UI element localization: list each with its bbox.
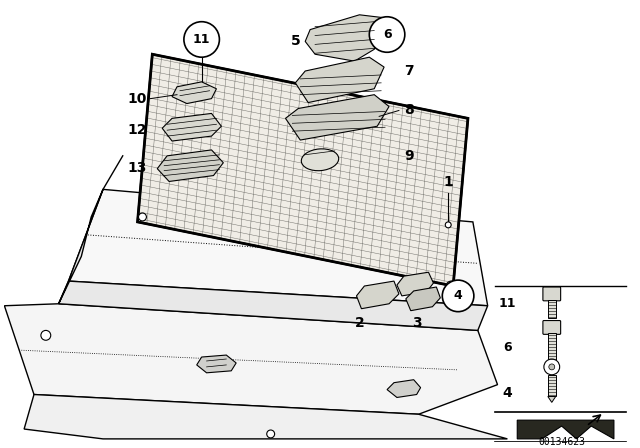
Circle shape (369, 17, 405, 52)
Polygon shape (24, 395, 508, 439)
Polygon shape (356, 281, 399, 309)
Polygon shape (172, 82, 216, 103)
Circle shape (442, 280, 474, 312)
Circle shape (184, 22, 220, 57)
Polygon shape (68, 190, 488, 306)
Text: 8: 8 (404, 103, 413, 117)
Text: 6: 6 (383, 28, 392, 41)
Polygon shape (397, 272, 433, 296)
Text: 4: 4 (502, 386, 512, 400)
Polygon shape (138, 54, 468, 286)
Circle shape (41, 331, 51, 340)
Text: 6: 6 (503, 340, 512, 353)
Text: 9: 9 (404, 149, 413, 163)
Polygon shape (548, 396, 556, 402)
Polygon shape (162, 113, 221, 141)
Text: 5: 5 (291, 34, 300, 48)
Text: 2: 2 (355, 316, 364, 331)
Polygon shape (517, 420, 614, 439)
Circle shape (544, 359, 559, 375)
Polygon shape (196, 355, 236, 373)
Polygon shape (305, 15, 384, 61)
Ellipse shape (301, 149, 339, 171)
FancyBboxPatch shape (543, 287, 561, 301)
Polygon shape (295, 57, 384, 103)
Bar (548, 300, 556, 318)
Circle shape (445, 222, 451, 228)
Circle shape (138, 213, 147, 221)
Text: 4: 4 (454, 289, 463, 302)
Text: 3: 3 (412, 316, 422, 331)
Polygon shape (59, 281, 488, 331)
Polygon shape (4, 304, 497, 414)
FancyBboxPatch shape (543, 320, 561, 334)
Text: 13: 13 (128, 161, 147, 175)
Bar (548, 333, 556, 361)
Polygon shape (406, 287, 440, 310)
Polygon shape (157, 150, 223, 181)
Text: 12: 12 (128, 123, 147, 137)
Polygon shape (285, 95, 389, 140)
Text: 7: 7 (404, 64, 413, 78)
Text: 10: 10 (128, 92, 147, 106)
Circle shape (267, 430, 275, 438)
Text: 11: 11 (193, 33, 211, 46)
Text: 1: 1 (444, 176, 453, 190)
Circle shape (446, 281, 456, 291)
Circle shape (549, 364, 555, 370)
Text: 11: 11 (499, 297, 516, 310)
Polygon shape (387, 380, 420, 397)
Bar (548, 375, 556, 396)
Polygon shape (59, 190, 103, 304)
Text: 00134623: 00134623 (538, 437, 585, 447)
